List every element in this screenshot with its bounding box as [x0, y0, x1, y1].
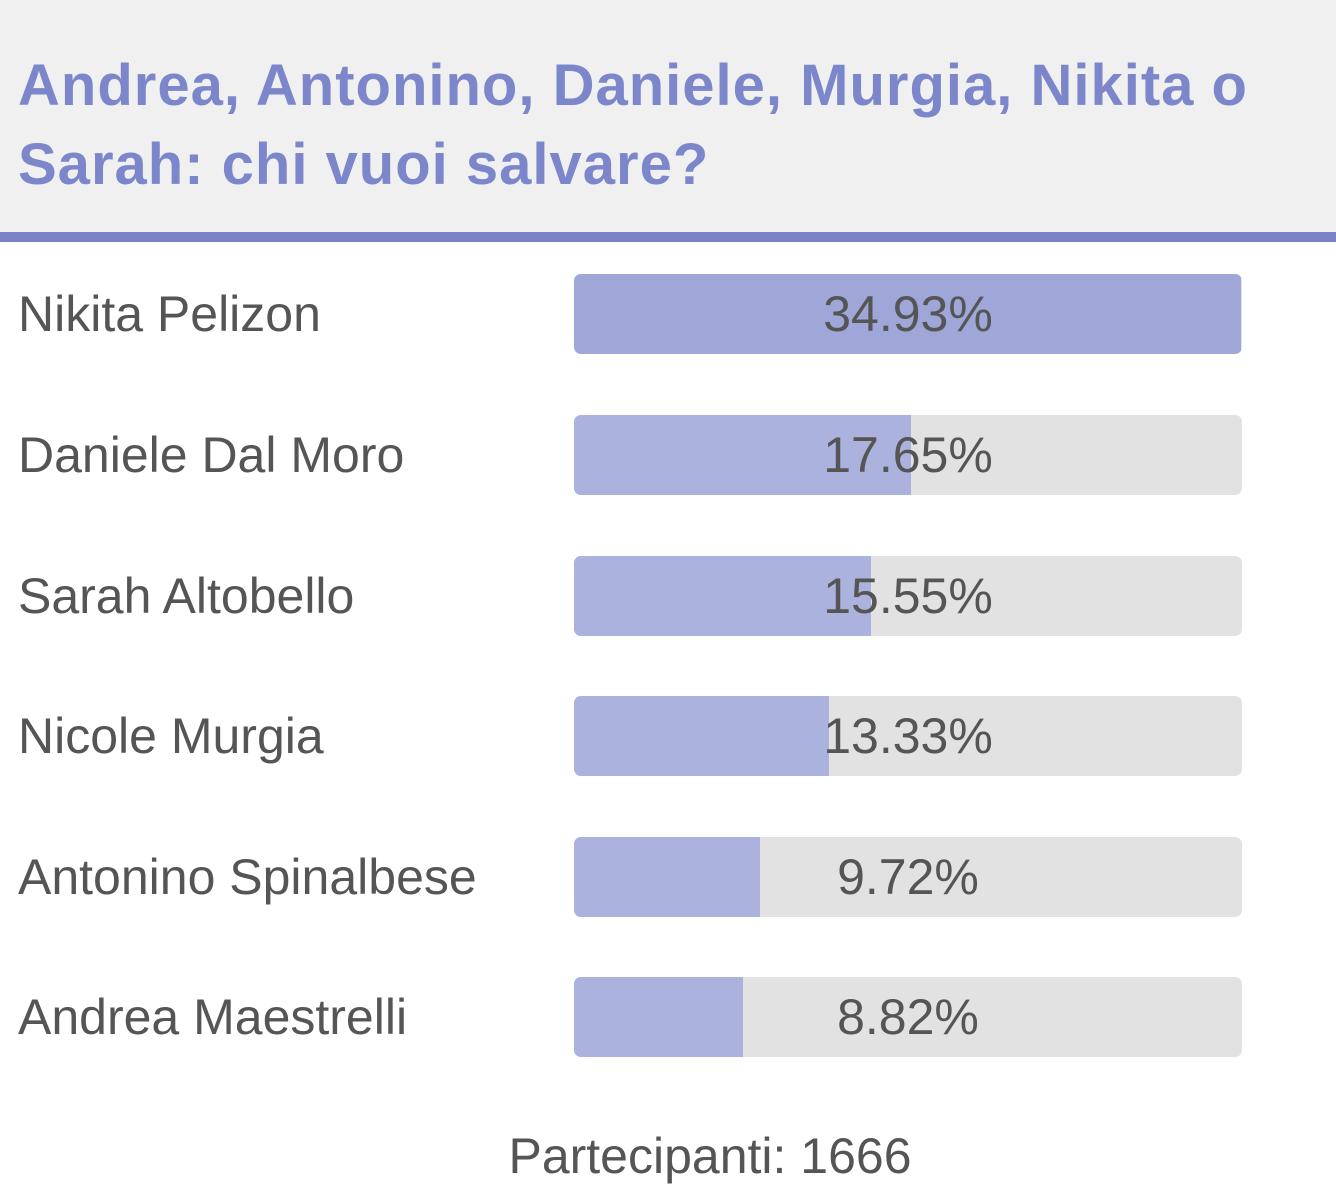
result-bar: 17.65%: [574, 415, 1242, 495]
result-bar-fill: [574, 415, 912, 495]
result-bar-fill: [574, 977, 743, 1057]
result-percent: 13.33%: [823, 708, 993, 764]
poll-option[interactable]: Andrea Maestrelli 8.82%: [0, 977, 1336, 1057]
result-bar: 15.55%: [574, 556, 1242, 636]
result-bar: 8.82%: [574, 977, 1242, 1057]
poll-option[interactable]: Nicole Murgia 13.33%: [0, 696, 1336, 776]
option-name: Antonino Spinalbese: [18, 849, 477, 905]
option-name: Nicole Murgia: [18, 708, 324, 764]
participants-count: Partecipanti: 1666: [508, 1128, 912, 1184]
result-bar: 34.93%: [574, 274, 1242, 354]
option-name: Andrea Maestrelli: [18, 989, 408, 1045]
result-bar: 9.72%: [574, 837, 1242, 917]
result-bar-fill: [574, 696, 829, 776]
result-percent: 9.72%: [837, 849, 979, 905]
result-bar-fill: [574, 556, 872, 636]
result-percent: 15.55%: [823, 568, 993, 624]
poll-option[interactable]: Daniele Dal Moro 17.65%: [0, 415, 1336, 495]
result-percent: 8.82%: [837, 989, 979, 1045]
option-name: Daniele Dal Moro: [18, 427, 405, 483]
poll-header: Andrea, Antonino, Daniele, Murgia, Nikit…: [0, 0, 1336, 232]
poll-title: Andrea, Antonino, Daniele, Murgia, Nikit…: [18, 53, 1248, 197]
result-bar-fill: [574, 274, 1242, 354]
header-divider: [0, 232, 1336, 242]
option-name: Nikita Pelizon: [18, 286, 321, 342]
result-percent: 17.65%: [823, 427, 993, 483]
poll-option[interactable]: Sarah Altobello 15.55%: [0, 556, 1336, 636]
result-bar-fill: [574, 837, 760, 917]
result-percent: 34.93%: [823, 286, 993, 342]
option-name: Sarah Altobello: [18, 568, 355, 624]
poll-option[interactable]: Antonino Spinalbese 9.72%: [0, 837, 1336, 917]
result-bar: 13.33%: [574, 696, 1242, 776]
poll-option[interactable]: Nikita Pelizon 34.93%: [0, 274, 1336, 354]
